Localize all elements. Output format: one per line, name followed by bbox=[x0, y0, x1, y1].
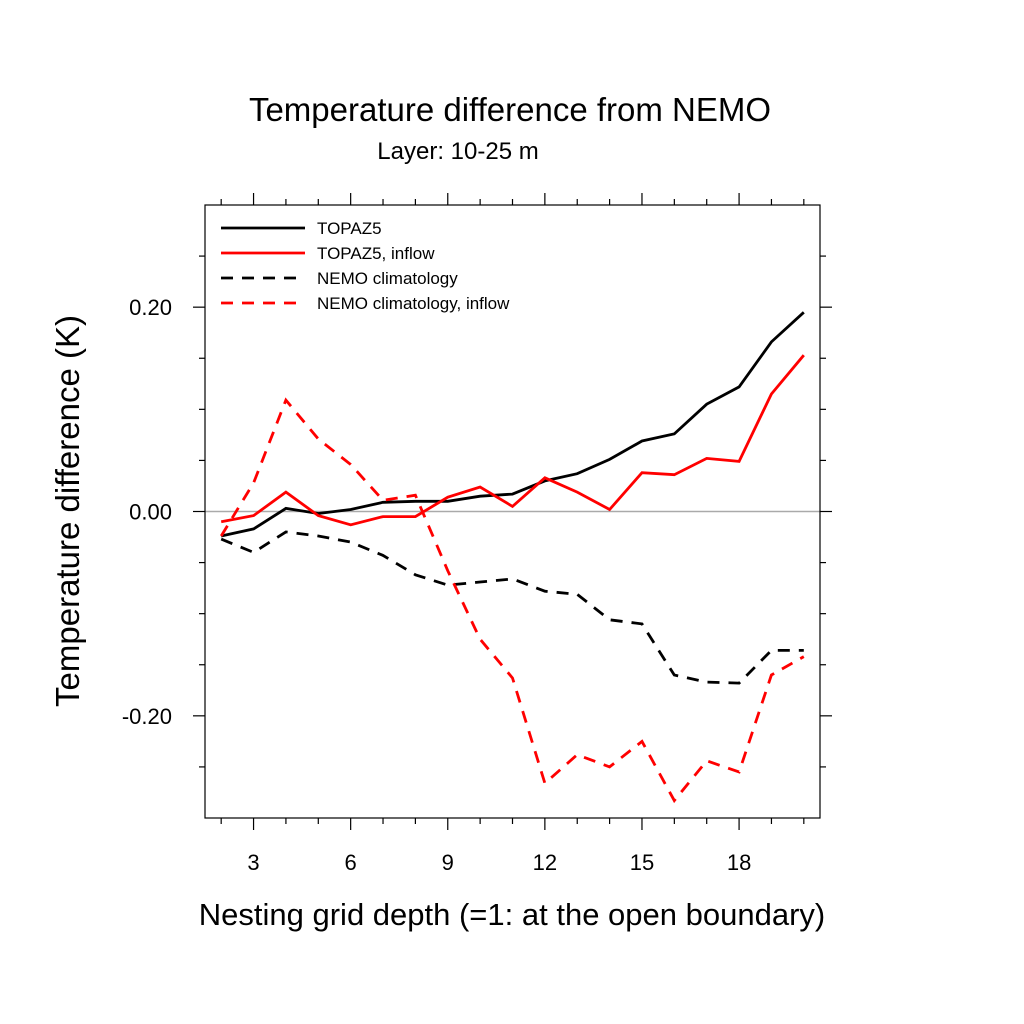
chart-subtitle: Layer: 10-25 m bbox=[377, 138, 538, 165]
legend-label-2: NEMO climatology bbox=[317, 269, 458, 288]
legend: TOPAZ5 TOPAZ5, inflow NEMO climatology NEMO… bbox=[221, 219, 510, 313]
x-tick-label: 3 bbox=[247, 850, 259, 875]
y-axis-label: Temperature difference (K) bbox=[49, 315, 86, 707]
x-tick-label: 6 bbox=[345, 850, 357, 875]
series-line-1 bbox=[220, 354, 805, 527]
ticks-layer bbox=[193, 193, 832, 830]
x-tick-label: 18 bbox=[727, 850, 751, 875]
x-tick-label: 9 bbox=[442, 850, 454, 875]
tick-labels-layer: 3 6 9 12 15 18 0.20 0.00 -0.20 bbox=[122, 295, 751, 875]
y-tick-label: 0.00 bbox=[129, 500, 172, 525]
legend-label-0: TOPAZ5 bbox=[317, 219, 382, 238]
y-tick-label: -0.20 bbox=[122, 704, 172, 729]
series-layer bbox=[220, 311, 805, 804]
series-line-0 bbox=[220, 311, 805, 538]
series-line-2 bbox=[220, 530, 804, 685]
legend-label-3: NEMO climatology, inflow bbox=[317, 294, 510, 313]
x-axis-label: Nesting grid depth (=1: at the open boun… bbox=[199, 897, 825, 932]
legend-label-1: TOPAZ5, inflow bbox=[317, 244, 435, 263]
chart-title: Temperature difference from NEMO bbox=[249, 91, 771, 128]
series-line-3 bbox=[220, 397, 805, 804]
y-tick-label: 0.20 bbox=[129, 295, 172, 320]
x-tick-label: 12 bbox=[533, 850, 557, 875]
x-tick-label: 15 bbox=[630, 850, 654, 875]
